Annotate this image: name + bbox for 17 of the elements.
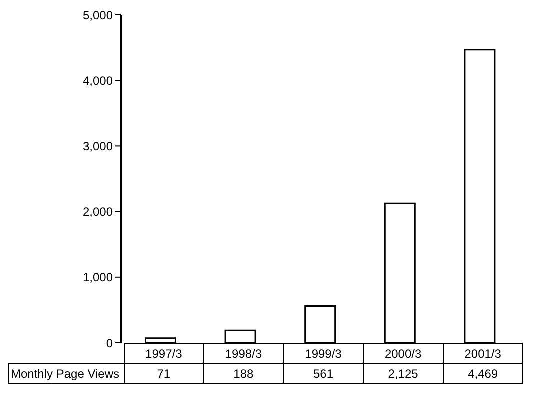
y-tick-label: 3,000 [82, 139, 114, 154]
x-tick-label: 2000/3 [363, 344, 444, 364]
y-tick-label: 2,000 [82, 205, 114, 220]
data-label: 4,469 [443, 364, 523, 384]
data-label: 188 [204, 364, 284, 384]
data-label: 71 [124, 364, 204, 384]
y-tick-label: 1,000 [82, 270, 114, 285]
y-tick-label: 0 [106, 336, 114, 350]
y-tick-label: 4,000 [82, 74, 114, 88]
x-tick-label: 1998/3 [204, 344, 284, 364]
data-label: 561 [284, 364, 364, 384]
data-label: 2,125 [363, 364, 444, 384]
x-tick-label: 2001/3 [443, 344, 523, 364]
text: Monthly Page Views [8, 364, 124, 384]
y-tick-label: 5,000 [82, 8, 114, 22]
x-tick-label: 1999/3 [284, 344, 364, 364]
x-tick-label: 1997/3 [124, 344, 204, 364]
